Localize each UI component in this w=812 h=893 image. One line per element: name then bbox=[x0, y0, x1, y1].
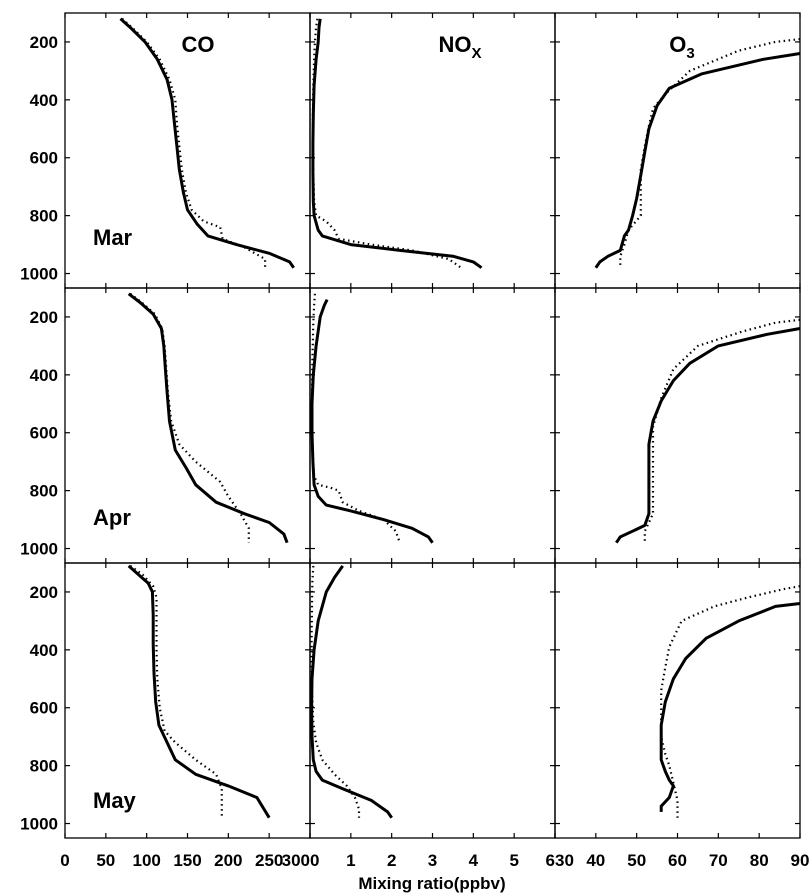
x-tick-label: 100 bbox=[133, 851, 161, 870]
x-tick-label: 200 bbox=[214, 851, 242, 870]
series-layer bbox=[119, 17, 801, 819]
x-tick-label: 60 bbox=[668, 851, 687, 870]
x-tick-label: 3 bbox=[428, 851, 437, 870]
series-solid-co-may bbox=[127, 564, 271, 819]
series-dotted-nox-may bbox=[310, 565, 361, 818]
x-tick-label: 0 bbox=[60, 851, 69, 870]
y-tick-label: 800 bbox=[30, 207, 58, 226]
y-tick-label: 1000 bbox=[20, 265, 58, 284]
y-tick-label: 600 bbox=[30, 699, 58, 718]
x-tick-label: 50 bbox=[627, 851, 646, 870]
y-tick-label: 200 bbox=[30, 583, 58, 602]
series-dotted-o3-mar bbox=[619, 38, 801, 268]
x-tick-label: 30 bbox=[555, 851, 574, 870]
y-tick-label: 400 bbox=[30, 91, 58, 110]
y-tick-label: 200 bbox=[30, 308, 58, 327]
x-tick-label: 150 bbox=[173, 851, 201, 870]
month-label-may: May bbox=[93, 788, 137, 813]
y-tick-label: 1000 bbox=[20, 815, 58, 834]
x-tick-label: 5 bbox=[509, 851, 518, 870]
x-tick-label: 40 bbox=[586, 851, 605, 870]
col-title-nox: NOX bbox=[438, 32, 481, 62]
x-tick-label: 50 bbox=[96, 851, 115, 870]
series-solid-nox-apr bbox=[310, 298, 434, 544]
x-tick-label: 2 bbox=[387, 851, 396, 870]
y-tick-label: 600 bbox=[30, 424, 58, 443]
series-solid-o3-mar bbox=[594, 52, 801, 269]
series-dotted-co-apr bbox=[129, 292, 250, 543]
x-tick-label: 1 bbox=[346, 851, 355, 870]
series-solid-co-mar bbox=[119, 17, 295, 269]
x-tick-label: 80 bbox=[750, 851, 769, 870]
x-axis-label: Mixing ratio(ppbv) bbox=[358, 874, 505, 893]
series-dotted-o3-may bbox=[660, 585, 801, 818]
series-solid-nox-may bbox=[310, 565, 393, 819]
y-tick-label: 400 bbox=[30, 641, 58, 660]
x-tick-label: 0 bbox=[310, 851, 319, 870]
month-label-apr: Apr bbox=[93, 505, 131, 530]
col-title-o3: O3 bbox=[669, 32, 694, 62]
x-tick-label: 250 bbox=[255, 851, 283, 870]
series-solid-o3-apr bbox=[615, 327, 801, 544]
col-title-co: CO bbox=[182, 32, 215, 57]
x-tick-label: 70 bbox=[709, 851, 728, 870]
y-tick-label: 200 bbox=[30, 33, 58, 52]
x-tick-label: 6 bbox=[546, 851, 555, 870]
tick-layer: 2004006008001000200400600800100020040060… bbox=[20, 13, 809, 870]
x-tick-label: 4 bbox=[469, 851, 479, 870]
y-tick-label: 600 bbox=[30, 149, 58, 168]
x-tick-label: 90 bbox=[791, 851, 810, 870]
y-tick-label: 1000 bbox=[20, 540, 58, 559]
y-tick-label: 400 bbox=[30, 366, 58, 385]
y-tick-label: 800 bbox=[30, 757, 58, 776]
label-layer: CO NOX O3 Mar Apr May Mixing ratio(ppbv) bbox=[93, 32, 695, 893]
month-label-mar: Mar bbox=[93, 225, 133, 250]
y-tick-label: 800 bbox=[30, 482, 58, 501]
series-solid-co-apr bbox=[127, 292, 289, 544]
x-tick-label: 300 bbox=[282, 851, 310, 870]
